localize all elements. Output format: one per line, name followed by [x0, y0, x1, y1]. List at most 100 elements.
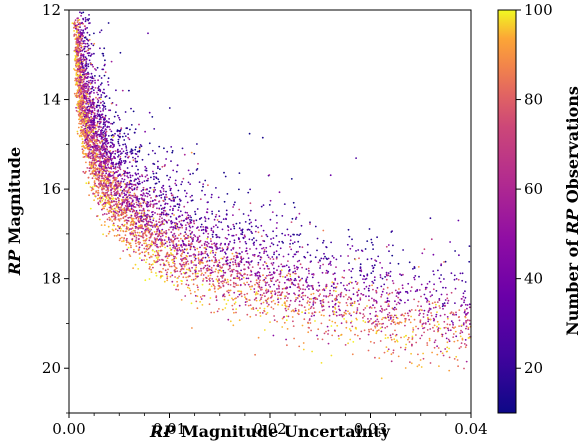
scatter-point	[239, 252, 241, 255]
scatter-point	[76, 21, 79, 23]
scatter-point	[137, 215, 140, 218]
scatter-point	[81, 108, 83, 111]
scatter-point	[467, 326, 470, 329]
scatter-point	[107, 225, 110, 228]
scatter-point	[81, 116, 83, 119]
scatter-point	[152, 199, 154, 202]
scatter-point	[139, 224, 142, 227]
scatter-point	[126, 153, 128, 156]
scatter-point	[92, 130, 95, 133]
scatter-point	[202, 228, 205, 231]
scatter-point	[169, 247, 172, 250]
scatter-point	[113, 115, 116, 118]
scatter-point	[91, 145, 94, 148]
scatter-point	[172, 258, 175, 261]
scatter-point	[407, 338, 409, 341]
scatter-point	[115, 89, 117, 92]
scatter-point	[408, 341, 411, 343]
scatter-point	[106, 158, 109, 161]
scatter-point	[75, 47, 77, 50]
scatter-point	[343, 269, 346, 272]
scatter-point	[168, 254, 171, 257]
scatter-point	[294, 218, 297, 220]
scatter-point	[294, 270, 297, 273]
scatter-point	[163, 206, 166, 209]
scatter-point	[259, 267, 261, 270]
scatter-point	[208, 256, 210, 259]
scatter-point	[123, 192, 126, 195]
scatter-point	[162, 193, 165, 196]
scatter-point	[120, 217, 122, 220]
scatter-point	[120, 211, 123, 214]
scatter-point	[376, 323, 379, 325]
scatter-point	[413, 276, 415, 279]
scatter-point	[195, 264, 197, 267]
scatter-point	[323, 332, 326, 335]
scatter-point	[85, 50, 88, 53]
scatter-point	[225, 260, 228, 263]
scatter-point	[335, 298, 338, 300]
scatter-point	[123, 237, 126, 240]
scatter-point	[222, 285, 225, 288]
scatter-point	[93, 159, 96, 162]
scatter-point	[278, 240, 281, 243]
scatter-point	[384, 327, 387, 329]
scatter-point	[308, 270, 310, 272]
scatter-point	[339, 295, 342, 298]
scatter-point	[104, 71, 107, 74]
scatter-point	[235, 269, 238, 272]
scatter-point	[73, 33, 76, 36]
scatter-point	[109, 154, 112, 157]
scatter-point	[337, 305, 340, 308]
scatter-point	[443, 278, 445, 280]
scatter-point	[227, 229, 230, 232]
scatter-point	[275, 257, 278, 260]
scatter-point	[216, 310, 219, 313]
scatter-point	[302, 284, 305, 287]
scatter-point	[464, 296, 467, 299]
scatter-point	[454, 302, 456, 304]
scatter-point	[115, 206, 118, 209]
scatter-point	[262, 204, 265, 207]
scatter-point	[137, 217, 140, 220]
scatter-point	[410, 286, 413, 289]
scatter-point	[395, 308, 398, 311]
scatter-point	[133, 192, 136, 195]
scatter-point	[259, 258, 262, 261]
scatter-point	[234, 261, 237, 264]
scatter-point	[119, 230, 122, 232]
scatter-point	[78, 57, 81, 60]
scatter-point	[177, 209, 180, 212]
scatter-point	[112, 215, 115, 218]
scatter-point	[335, 266, 337, 268]
scatter-point	[163, 147, 165, 150]
scatter-point	[90, 163, 93, 166]
scatter-point	[141, 220, 143, 222]
scatter-point	[259, 311, 262, 314]
scatter-point	[120, 175, 122, 177]
scatter-point	[79, 31, 81, 33]
scatter-point	[139, 204, 142, 207]
scatter-point	[292, 320, 294, 323]
scatter-point	[123, 178, 126, 181]
scatter-point	[158, 259, 161, 261]
scatter-point	[112, 174, 115, 176]
scatter-point	[333, 313, 336, 316]
scatter-point	[189, 269, 192, 272]
scatter-point	[414, 275, 417, 277]
scatter-point	[426, 283, 429, 285]
scatter-point	[270, 296, 272, 299]
scatter-point	[231, 269, 234, 271]
scatter-point	[74, 19, 77, 21]
scatter-point	[376, 318, 379, 321]
scatter-point	[107, 81, 109, 83]
scatter-point	[97, 160, 99, 162]
scatter-point	[187, 269, 190, 271]
scatter-point	[75, 106, 77, 109]
scatter-point	[95, 142, 97, 144]
scatter-point	[78, 19, 81, 21]
scatter-point	[166, 174, 169, 177]
scatter-point	[111, 143, 114, 146]
scatter-point	[168, 238, 170, 241]
scatter-point	[215, 259, 218, 262]
